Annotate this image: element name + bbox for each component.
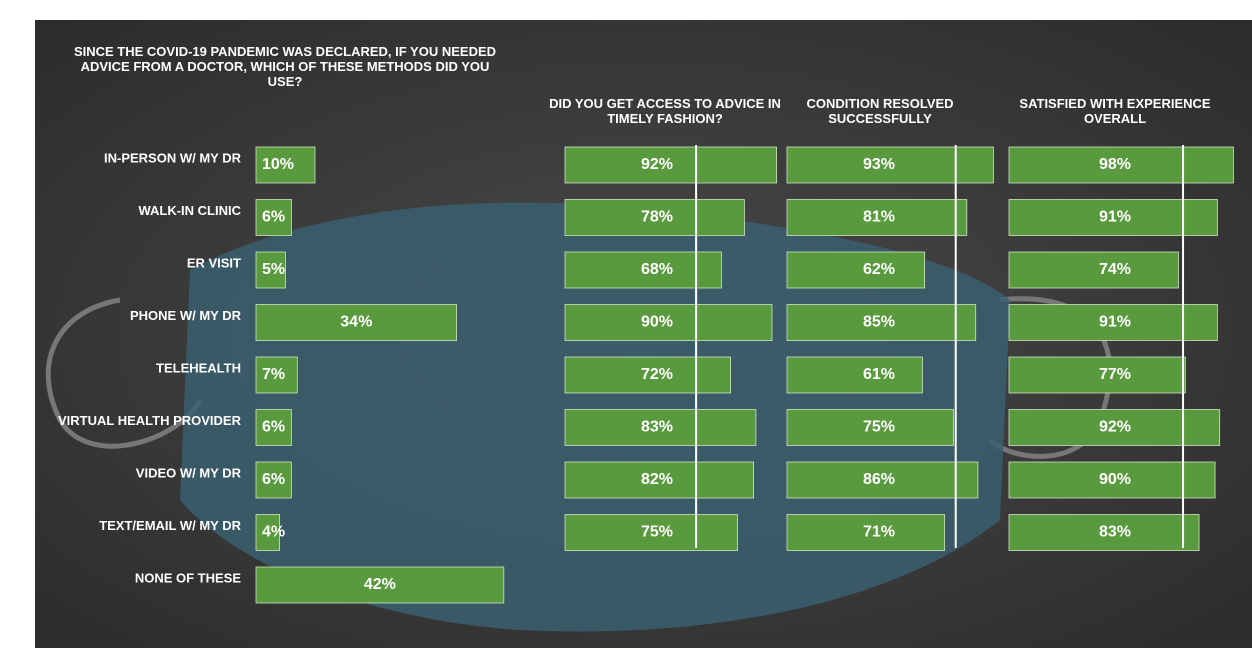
value-label: 98% bbox=[1099, 156, 1131, 173]
bar bbox=[786, 514, 946, 551]
value-label: 85% bbox=[863, 314, 895, 331]
bar bbox=[786, 304, 977, 341]
value-label: 10% bbox=[262, 156, 294, 173]
mask-loop bbox=[45, 297, 203, 449]
category-label: WALK-IN CLINIC bbox=[138, 203, 241, 218]
category-label: VIRTUAL HEALTH PROVIDER bbox=[58, 413, 242, 428]
bar bbox=[1008, 514, 1200, 551]
value-label: 5% bbox=[262, 261, 285, 278]
panel-title: DID YOU GET ACCESS TO ADVICE IN TIMELY F… bbox=[549, 96, 781, 126]
value-label: 82% bbox=[641, 471, 673, 488]
value-label: 68% bbox=[641, 261, 673, 278]
value-label: 78% bbox=[641, 209, 673, 226]
value-label: 75% bbox=[641, 524, 673, 541]
value-label: 92% bbox=[1099, 419, 1131, 436]
bar bbox=[255, 566, 505, 604]
bar bbox=[564, 146, 778, 184]
bar bbox=[255, 409, 292, 446]
panel-title: SINCE THE COVID-19 PANDEMIC WAS DECLARED… bbox=[73, 44, 497, 89]
value-label: 75% bbox=[863, 419, 895, 436]
bar bbox=[255, 356, 298, 394]
value-label: 42% bbox=[364, 576, 396, 593]
value-label: 81% bbox=[863, 209, 895, 226]
bar bbox=[564, 356, 732, 394]
value-label: 61% bbox=[863, 366, 895, 383]
bar bbox=[564, 409, 757, 446]
bar bbox=[564, 514, 738, 551]
category-label: ER VISIT bbox=[187, 255, 241, 270]
bar bbox=[786, 199, 968, 236]
bar bbox=[255, 251, 286, 289]
bar bbox=[786, 356, 923, 394]
value-label: 6% bbox=[262, 209, 285, 226]
bar bbox=[1008, 146, 1234, 184]
bar bbox=[255, 304, 458, 341]
value-label: 34% bbox=[340, 314, 372, 331]
bar bbox=[786, 409, 954, 446]
panel-title: SATISFIED WITH EXPERIENCE OVERALL bbox=[1019, 96, 1211, 126]
category-label: VIDEO W/ MY DR bbox=[136, 465, 242, 480]
value-label: 93% bbox=[863, 156, 895, 173]
bar bbox=[564, 461, 755, 499]
value-label: 86% bbox=[863, 471, 895, 488]
category-label: TEXT/EMAIL W/ MY DR bbox=[99, 518, 241, 533]
category-label: IN-PERSON W/ MY DR bbox=[104, 150, 242, 165]
bar bbox=[255, 199, 292, 236]
value-label: 90% bbox=[641, 314, 673, 331]
value-label: 74% bbox=[1099, 261, 1131, 278]
value-label: 62% bbox=[863, 261, 895, 278]
bar bbox=[786, 146, 994, 184]
value-label: 4% bbox=[262, 524, 285, 541]
value-label: 91% bbox=[1099, 314, 1131, 331]
category-label: TELEHEALTH bbox=[156, 360, 241, 375]
bar bbox=[564, 199, 745, 236]
value-label: 90% bbox=[1099, 471, 1131, 488]
bar bbox=[1008, 356, 1186, 394]
panel-title: CONDITION RESOLVED SUCCESSFULLY bbox=[806, 96, 954, 126]
value-label: 71% bbox=[863, 524, 895, 541]
bar bbox=[786, 251, 926, 289]
category-label: NONE OF THESE bbox=[135, 570, 242, 585]
value-label: 72% bbox=[641, 366, 673, 383]
value-label: 91% bbox=[1099, 209, 1131, 226]
bar bbox=[786, 461, 979, 499]
value-label: 92% bbox=[641, 156, 673, 173]
value-label: 7% bbox=[262, 366, 285, 383]
bar bbox=[564, 304, 773, 341]
bar bbox=[255, 461, 292, 499]
value-label: 83% bbox=[641, 419, 673, 436]
bar bbox=[255, 514, 281, 551]
category-label: PHONE W/ MY DR bbox=[130, 308, 242, 323]
value-label: 6% bbox=[262, 471, 285, 488]
bar bbox=[1008, 461, 1216, 499]
value-label: 77% bbox=[1099, 366, 1131, 383]
value-label: 6% bbox=[262, 419, 285, 436]
bar bbox=[255, 146, 316, 184]
bar bbox=[1008, 409, 1221, 446]
bar bbox=[1008, 251, 1179, 289]
value-label: 83% bbox=[1099, 524, 1131, 541]
